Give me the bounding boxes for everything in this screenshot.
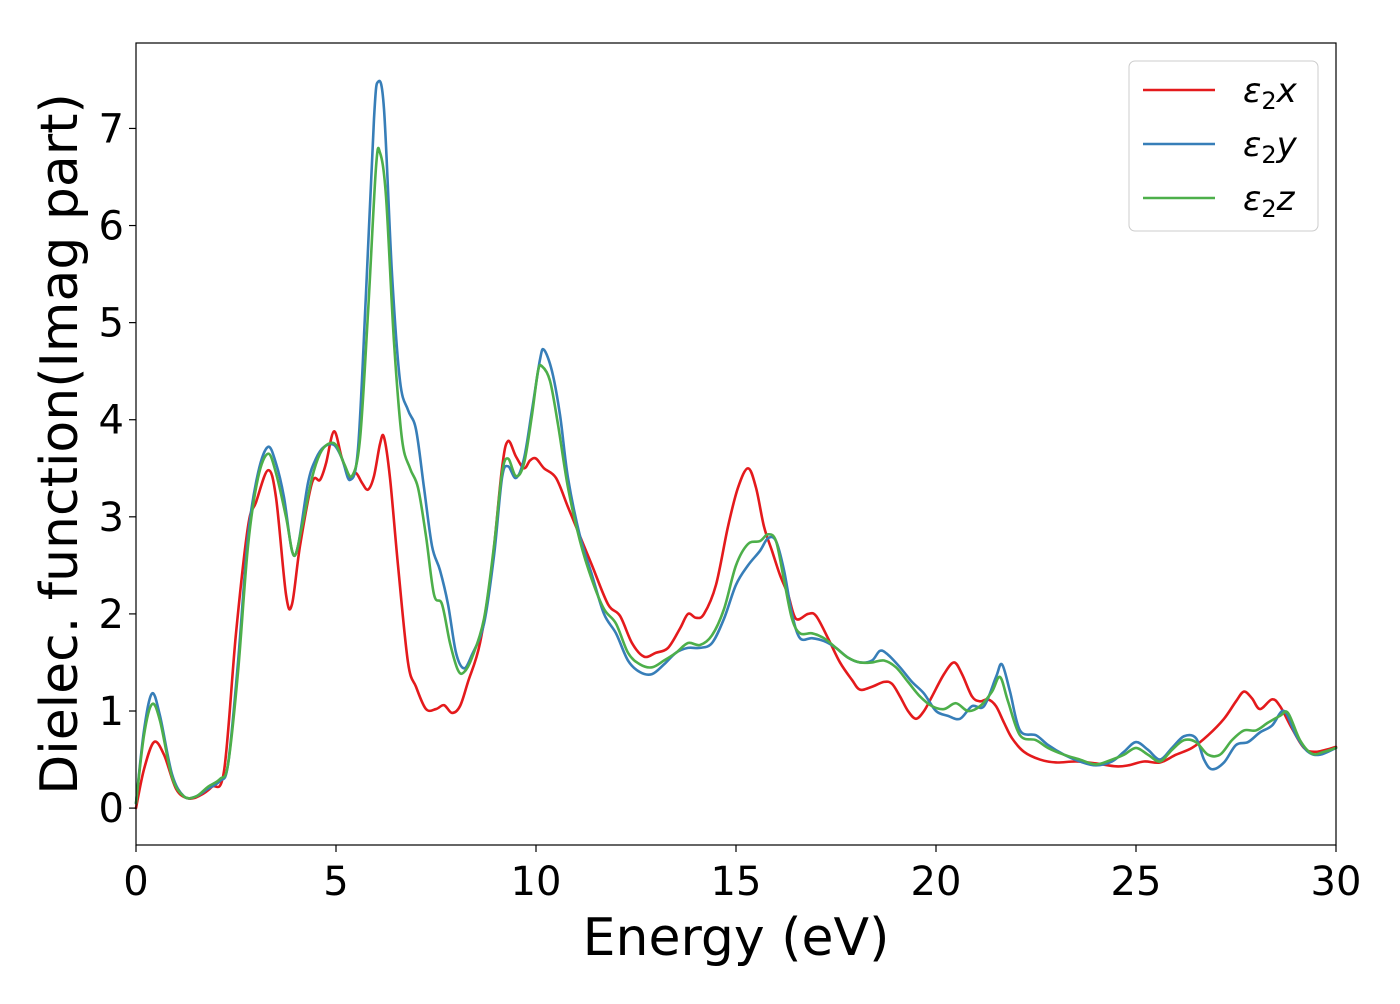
- y-tick-label: 6: [99, 204, 124, 250]
- y-tick-label: 5: [99, 301, 124, 347]
- x-tick-label: 20: [911, 859, 962, 905]
- y-tick-label: 4: [99, 398, 124, 444]
- legend-box: [1128, 60, 1319, 232]
- y-axis-title: Dielec. function(Imag part): [30, 93, 90, 795]
- x-tick-label: 25: [1111, 859, 1162, 905]
- x-tick-label: 5: [323, 859, 348, 905]
- x-axis: 0 5 10 15 20 25 30: [123, 845, 1361, 905]
- y-tick-label: 0: [99, 786, 124, 832]
- x-axis-title: Energy (eV): [583, 908, 890, 968]
- x-tick-label: 15: [711, 859, 762, 905]
- legend-label-y: ε2y: [1243, 125, 1298, 169]
- x-tick-label: 10: [511, 859, 562, 905]
- y-axis: 0 1 2 3 4 5 6 7: [99, 106, 136, 832]
- y-tick-label: 2: [99, 592, 124, 638]
- series-line-x: [134, 430, 1338, 810]
- series-line-z: [134, 146, 1338, 805]
- y-tick-label: 3: [99, 495, 124, 541]
- legend-label-z: ε2z: [1243, 179, 1296, 223]
- plot-lines: [134, 79, 1338, 810]
- y-tick-label: 1: [99, 689, 124, 735]
- x-tick-label: 30: [1311, 859, 1362, 905]
- legend-label-x: ε2x: [1243, 71, 1298, 115]
- y-tick-label: 7: [99, 106, 124, 152]
- x-tick-label: 0: [123, 859, 148, 905]
- legend: ε2x ε2y ε2z: [1128, 60, 1319, 232]
